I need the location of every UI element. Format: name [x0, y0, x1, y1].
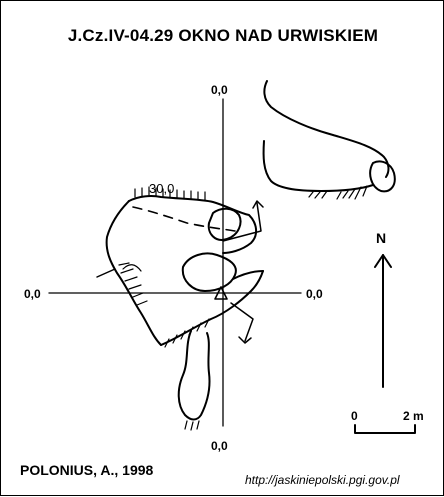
- main-chamber-south-wall: [160, 270, 264, 346]
- west-entrance-stub: [96, 268, 116, 278]
- lower-passage-hatching: [184, 420, 200, 431]
- north-arrow-head: [374, 254, 392, 268]
- lower-section-arrowhead: [238, 336, 252, 344]
- upper-fragment-hatching: [308, 185, 368, 200]
- chamber-boulder-north: [207, 207, 242, 241]
- map-title: J.Cz.IV-04.29 OKNO NAD URWISKIEM: [67, 26, 379, 45]
- lower-section-arrow-line: [230, 302, 254, 342]
- section-label-right: 0,0: [306, 287, 323, 301]
- upper-fragment-bottom-wall: [262, 140, 374, 192]
- section-label-left: 0,0: [24, 287, 41, 301]
- section-label-bottom: 0,0: [211, 439, 228, 453]
- main-chamber-north-wall: [128, 195, 257, 254]
- upper-fragment-boulder: [369, 160, 396, 193]
- scale-bar: [354, 424, 416, 434]
- survey-point-triangle: [214, 286, 228, 300]
- south-wall-inner-step: [232, 270, 264, 280]
- dashed-ceiling-line: [132, 206, 236, 232]
- main-chamber-west-wall: [105, 200, 162, 346]
- elevation-label: 30,0: [149, 181, 175, 196]
- scale-start-label: 0: [351, 409, 358, 423]
- author-credit: POLONIUS, A., 1998: [20, 462, 154, 478]
- upper-section-arrow-line: [222, 202, 262, 242]
- upper-section-arrowhead: [252, 200, 264, 209]
- source-url: http://jaskiniepolski.pgi.gov.pl: [245, 473, 400, 487]
- scale-end-label: 2 m: [403, 409, 424, 423]
- north-arrow-label: N: [376, 230, 387, 246]
- upper-fragment-top-wall: [263, 80, 390, 178]
- west-wall-hatching: [118, 262, 148, 306]
- entrance-hatch-marks: [134, 186, 206, 201]
- chamber-boulder-central: [181, 252, 237, 292]
- lower-passage-outline: [177, 330, 211, 421]
- section-label-top: 0,0: [211, 83, 228, 97]
